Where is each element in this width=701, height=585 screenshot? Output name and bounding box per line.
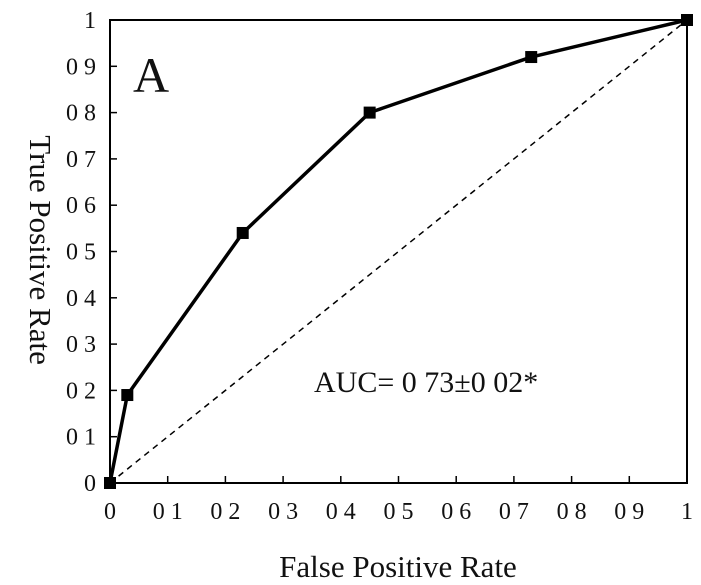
y-tick-label-10: 1 (84, 8, 96, 34)
panel-label: A (133, 47, 169, 103)
roc-point-3 (363, 106, 376, 119)
x-tick-label-3: 0 3 (268, 499, 298, 525)
x-tick-label-10: 1 (681, 499, 693, 525)
roc-point-4 (525, 51, 538, 64)
chance-line (109, 19, 688, 484)
series-layer (104, 14, 693, 489)
y-tick-label-0: 0 (84, 471, 96, 497)
y-tick-label-6: 0 6 (66, 193, 96, 219)
y-tick-label-4: 0 4 (66, 286, 96, 312)
y-tick-label-2: 0 2 (66, 378, 96, 404)
x-tick-label-8: 0 8 (557, 499, 587, 525)
y-tick-label-7: 0 7 (66, 147, 96, 173)
y-tick-label-1: 0 1 (66, 425, 96, 451)
y-tick-label-3: 0 3 (66, 332, 96, 358)
roc-curve (108, 18, 688, 484)
y-axis-ticks: 0 0 1 0 2 0 3 0 4 0 5 0 6 0 7 0 8 0 9 1 (66, 8, 117, 497)
x-axis-label: False Positive Rate (279, 549, 517, 584)
x-tick-label-1: 0 1 (153, 499, 183, 525)
x-tick-label-6: 0 6 (441, 499, 471, 525)
roc-point-2 (236, 226, 249, 239)
roc-point-1 (121, 389, 134, 402)
x-tick-label-2: 0 2 (210, 499, 240, 525)
x-tick-label-5: 0 5 (384, 499, 414, 525)
auc-annotation: AUC= 0 73±0 02* (314, 366, 538, 399)
y-tick-label-9: 0 9 (66, 54, 96, 80)
x-tick-label-4: 0 4 (326, 499, 356, 525)
x-tick-label-7: 0 7 (499, 499, 529, 525)
y-tick-label-5: 0 5 (66, 240, 96, 266)
y-axis-label: True Positive Rate (23, 135, 58, 365)
x-tick-label-0: 0 (104, 499, 116, 525)
x-axis-ticks: 0 0 1 0 2 0 3 0 4 0 5 0 6 0 7 0 8 0 9 1 (104, 476, 693, 525)
y-tick-label-8: 0 8 (66, 101, 96, 127)
x-tick-label-9: 0 9 (614, 499, 644, 525)
